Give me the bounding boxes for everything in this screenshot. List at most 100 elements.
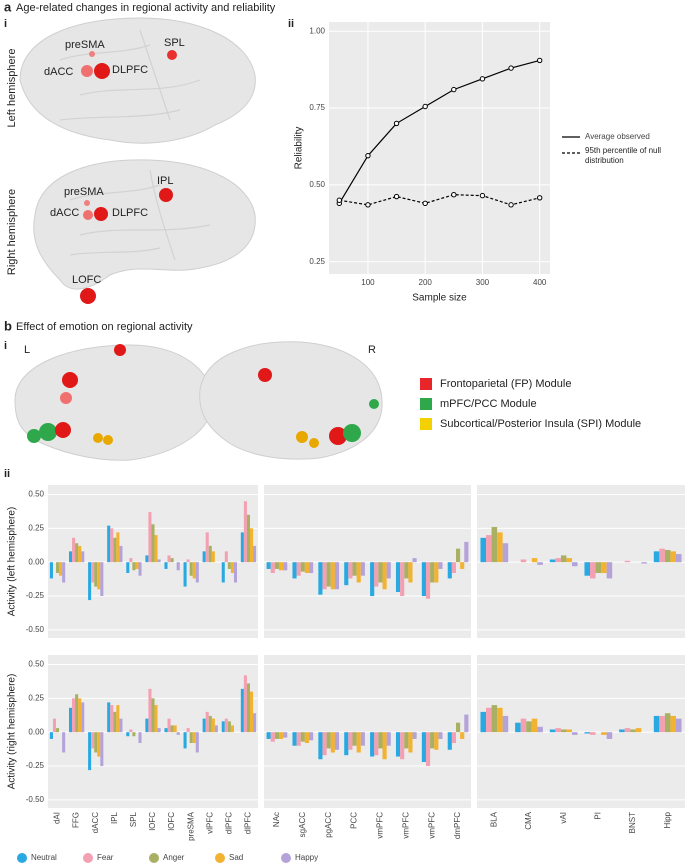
- data-point: [536, 195, 543, 201]
- y-tick-label: -0.25: [26, 761, 45, 770]
- bar: [330, 562, 335, 590]
- plot-background: [264, 485, 471, 638]
- bar: [138, 732, 142, 744]
- bar: [382, 732, 387, 760]
- x-tick-label: pgACC: [324, 812, 333, 838]
- bar: [151, 524, 155, 563]
- brain-right: [33, 159, 256, 304]
- bar: [344, 562, 349, 586]
- bar: [52, 718, 57, 733]
- bar: [447, 562, 452, 579]
- bar: [253, 545, 257, 563]
- bar: [119, 718, 123, 733]
- y-tick-label: 0.25: [28, 693, 44, 702]
- bar: [641, 562, 647, 564]
- data-point: [422, 103, 428, 110]
- bar: [412, 732, 417, 739]
- bar: [360, 562, 365, 576]
- bar: [205, 711, 209, 733]
- bar: [195, 732, 199, 753]
- x-tick-label: dlPFC: [224, 812, 233, 834]
- bar: [566, 558, 572, 563]
- bar: [148, 512, 152, 563]
- data-point: [536, 57, 543, 64]
- bar: [208, 545, 212, 563]
- bar: [408, 562, 413, 583]
- bar: [430, 562, 435, 583]
- x-tick-label: sgACC: [298, 812, 307, 838]
- sub-label: i: [4, 18, 7, 30]
- bar: [100, 562, 104, 597]
- legend-label: Fear: [97, 853, 114, 862]
- legend-swatch: [149, 853, 159, 863]
- bar: [352, 732, 357, 746]
- x-tick-label: lOFC: [167, 812, 176, 831]
- x-tick-label: vmPFC: [376, 812, 385, 839]
- bar: [537, 726, 543, 733]
- bar: [531, 718, 538, 733]
- bar: [400, 732, 405, 760]
- y-tick-label: 0.50: [28, 490, 44, 499]
- bar: [88, 732, 92, 771]
- y-axis-title: Activity (left hemisphere): [7, 507, 18, 616]
- data-point: [336, 197, 343, 203]
- bar: [202, 551, 206, 563]
- x-tick-label: BNST: [628, 812, 637, 833]
- bar: [107, 702, 111, 733]
- bar: [129, 729, 133, 733]
- bar: [455, 722, 461, 733]
- bar: [135, 562, 139, 569]
- bar: [322, 562, 327, 590]
- x-axis-title: Sample size: [412, 293, 467, 304]
- y-axis-title: Activity (right hemisphere): [7, 674, 18, 790]
- bar: [326, 732, 331, 749]
- bar: [189, 562, 193, 576]
- brain-left: [19, 17, 256, 144]
- bar: [49, 732, 53, 739]
- bar: [173, 725, 177, 733]
- bar: [322, 732, 327, 756]
- bar: [497, 707, 503, 733]
- bar: [100, 732, 104, 767]
- bar: [69, 707, 73, 733]
- bar: [132, 562, 136, 571]
- data-point: [451, 192, 457, 198]
- legend-label: 95th percentile of null distribution: [585, 146, 662, 165]
- region-label: DLPFC: [112, 207, 148, 219]
- y-tick-label: -0.50: [26, 625, 45, 634]
- data-point: [508, 202, 514, 208]
- bar: [167, 718, 171, 733]
- bar: [227, 562, 231, 569]
- bar: [107, 525, 111, 563]
- bar: [304, 732, 310, 744]
- bar: [571, 562, 578, 567]
- bar: [590, 562, 596, 579]
- bar: [451, 562, 456, 574]
- bar: [560, 729, 567, 733]
- y-tick-label: -0.50: [26, 795, 45, 804]
- x-tick-label: BLA: [489, 811, 498, 827]
- bar: [186, 728, 190, 733]
- bar: [59, 562, 63, 576]
- bar: [221, 721, 225, 733]
- bar: [675, 554, 682, 563]
- sub-label: i: [4, 340, 7, 352]
- bar: [113, 537, 117, 563]
- bar: [624, 560, 631, 563]
- x-tick-label: IPL: [110, 811, 119, 824]
- legend-label: Average observed: [585, 132, 650, 141]
- legend-swatch: [215, 853, 225, 863]
- bar: [78, 698, 82, 733]
- x-tick-label: lOFC: [148, 812, 157, 831]
- bar: [279, 732, 284, 739]
- data-point: [508, 65, 514, 71]
- panel-title: Age-related changes in regional activity…: [16, 2, 276, 14]
- bar: [266, 732, 271, 739]
- x-tick-label: PI: [593, 812, 602, 820]
- bar: [129, 558, 133, 563]
- bar: [88, 562, 92, 601]
- legend-label: Happy: [295, 853, 318, 862]
- bar: [382, 562, 387, 590]
